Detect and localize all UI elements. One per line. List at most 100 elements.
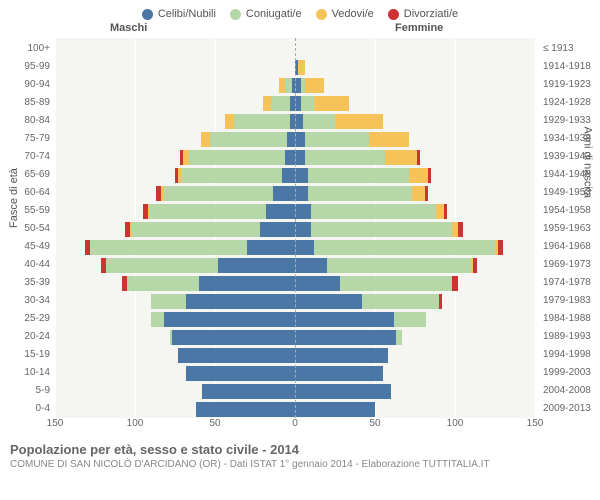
bars-male [151,294,295,309]
gender-headers: Maschi Femmine [0,22,600,38]
bar-seg-married [151,294,186,309]
legend-swatch [142,9,153,20]
header-female: Femmine [395,22,443,34]
bar-seg-widowed [263,96,271,111]
bar-seg-divorced [428,168,431,183]
bars-female [295,294,442,309]
bars-female [295,348,388,363]
bar-seg-married [305,132,369,147]
bar-seg-married [314,240,495,255]
bar-seg-single [186,366,295,381]
bar-seg-single [295,150,305,165]
bar-seg-married [151,312,164,327]
plot-area [55,38,535,418]
y-tick-birth: 1999-2003 [543,364,600,382]
y-tick-age: 90-94 [0,76,50,94]
y-tick-birth: 1984-1988 [543,310,600,328]
legend-swatch [388,9,399,20]
bar-seg-married [301,96,314,111]
bars-female [295,330,402,345]
x-tick: 0 [292,418,298,429]
bar-seg-married [340,276,452,291]
bar-seg-widowed [298,60,304,75]
bar-seg-single [247,240,295,255]
y-tick-age: 70-74 [0,148,50,166]
bars-male [125,222,295,237]
bar-seg-single [295,366,383,381]
legend-swatch [230,9,241,20]
y-tick-age: 45-49 [0,238,50,256]
bar-seg-single [295,330,396,345]
y-tick-age: 30-34 [0,292,50,310]
bars-male [202,384,295,399]
y-tick-birth: 1929-1933 [543,112,600,130]
bar-seg-single [295,168,308,183]
bar-seg-divorced [425,186,428,201]
legend-item: Celibi/Nubili [142,8,216,20]
bar-seg-single [186,294,295,309]
chart-subtitle: COMUNE DI SAN NICOLÒ D'ARCIDANO (OR) - D… [10,459,590,470]
y-tick-birth: 2009-2013 [543,400,600,418]
bar-seg-widowed [314,96,349,111]
bar-seg-single [295,384,391,399]
bar-seg-single [196,402,295,417]
bars-male [85,240,295,255]
bar-seg-married [308,186,412,201]
bars-female [295,186,428,201]
bar-seg-divorced [417,150,420,165]
x-tick: 100 [447,418,464,429]
y-tick-birth: 1969-1973 [543,256,600,274]
y-tick-age: 80-84 [0,112,50,130]
y-tick-birth: 1994-1998 [543,346,600,364]
bar-seg-divorced [473,258,478,273]
legend-item: Coniugati/e [230,8,302,20]
gridline [535,38,536,418]
bars-male [101,258,295,273]
bar-seg-single [285,150,295,165]
bars-male [122,276,295,291]
bars-male [180,150,295,165]
bar-seg-married [396,330,402,345]
x-tick: 150 [527,418,544,429]
legend-label: Vedovi/e [332,8,374,20]
bar-seg-single [295,348,388,363]
bars-female [295,60,305,75]
legend-item: Vedovi/e [316,8,374,20]
bars-male [170,330,295,345]
bar-seg-married [90,240,247,255]
bar-seg-married [308,168,409,183]
bar-seg-widowed [225,114,235,129]
bar-seg-married [234,114,290,129]
bars-female [295,276,458,291]
bar-seg-single [266,204,295,219]
x-axis-ticks: 15010050050100150 [55,418,535,434]
y-tick-age: 40-44 [0,256,50,274]
y-tick-age: 95-99 [0,58,50,76]
y-tick-age: 15-19 [0,346,50,364]
bar-seg-single [172,330,295,345]
bars-male [186,366,295,381]
bar-seg-single [295,312,394,327]
bar-seg-divorced [439,294,442,309]
y-tick-age: 50-54 [0,220,50,238]
bar-seg-single [295,294,362,309]
y-tick-birth: 1959-1963 [543,220,600,238]
legend-label: Coniugati/e [246,8,302,20]
bar-seg-widowed [335,114,383,129]
bar-seg-divorced [498,240,503,255]
bar-seg-single [260,222,295,237]
bar-seg-widowed [385,150,417,165]
bars-male [263,96,295,111]
bar-seg-married [327,258,471,273]
bar-seg-single [287,132,295,147]
bar-seg-single [295,402,375,417]
y-tick-age: 10-14 [0,364,50,382]
bars-female [295,150,420,165]
bars-male [175,168,295,183]
bar-seg-single [295,204,311,219]
y-tick-age: 20-24 [0,328,50,346]
y-tick-birth: 1919-1923 [543,76,600,94]
y-tick-age: 5-9 [0,382,50,400]
bar-seg-married [362,294,439,309]
bars-female [295,96,349,111]
